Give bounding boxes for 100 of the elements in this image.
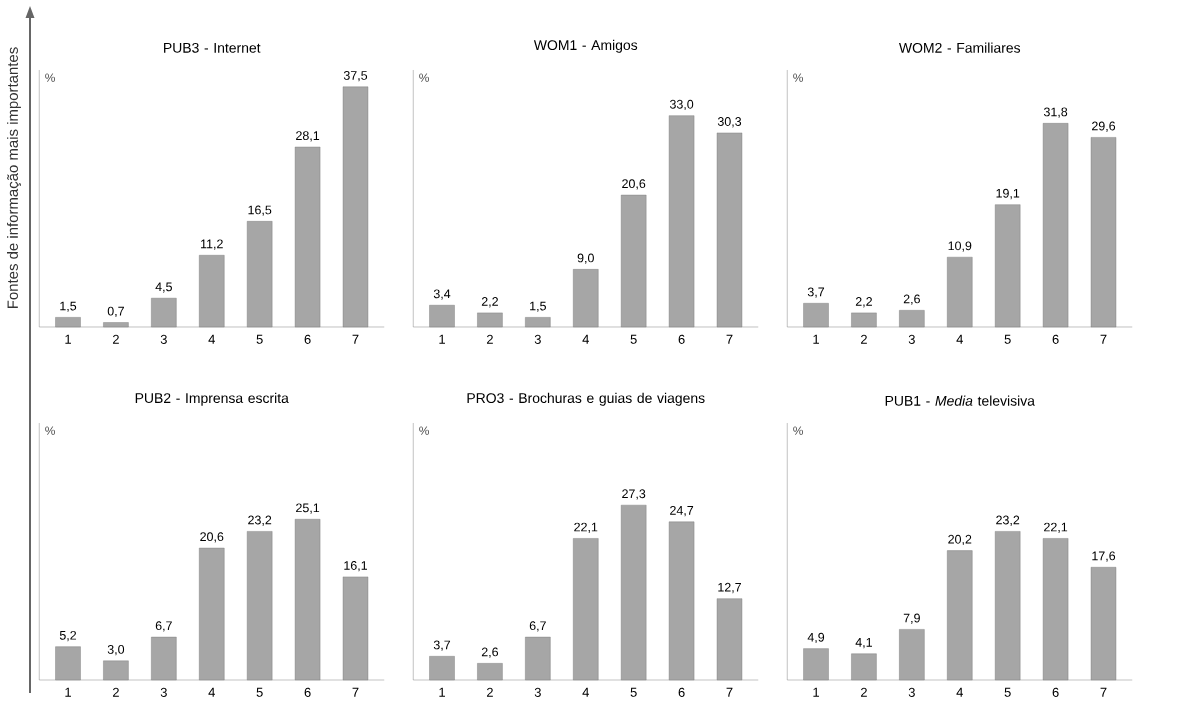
- bar: [947, 256, 973, 328]
- x-tick-label: 3: [908, 687, 915, 697]
- x-tick-label: 3: [160, 334, 167, 344]
- chart-title: WOM2 - Familiares: [898, 42, 1021, 53]
- chart-title: WOM1 - Amigos: [533, 39, 638, 53]
- data-label: 24,7: [670, 505, 694, 517]
- bar: [994, 531, 1021, 681]
- bar: [199, 255, 225, 328]
- data-label: 2,2: [481, 297, 498, 308]
- data-label: 1,5: [530, 301, 546, 312]
- x-tick-label: 2: [112, 334, 119, 344]
- bar: [199, 547, 225, 681]
- bar: [1042, 538, 1069, 681]
- x-tick-label: 6: [304, 687, 311, 697]
- bar: [429, 656, 455, 681]
- data-label: 2,6: [903, 294, 920, 305]
- bar: [477, 312, 503, 328]
- x-tick-label: 2: [112, 687, 119, 697]
- bar: [668, 115, 695, 328]
- bar: [994, 204, 1021, 328]
- x-tick-label: 5: [1004, 334, 1011, 344]
- bar: [803, 648, 829, 681]
- data-label: 4,9: [807, 632, 825, 644]
- x-tick-label: 5: [256, 687, 263, 697]
- data-label: 12,7: [718, 582, 741, 594]
- bar: [1090, 137, 1117, 328]
- data-label: 0,7: [107, 306, 124, 317]
- chart-title: PRO3 - Brochuras e guias de viagens: [467, 392, 705, 406]
- x-tick-label: 1: [813, 687, 819, 697]
- x-tick-label: 2: [486, 334, 493, 344]
- data-label: 25,1: [296, 503, 320, 514]
- chart-title: PUB1 - Media televisiva: [885, 395, 1035, 406]
- bar: [803, 303, 829, 328]
- data-label: 22,1: [1044, 522, 1068, 533]
- bar: [716, 598, 743, 681]
- data-label: 16,1: [344, 561, 367, 572]
- x-tick-label: 2: [486, 687, 493, 697]
- bar: [899, 310, 925, 328]
- data-label: 20,6: [200, 532, 224, 543]
- x-tick-label: 3: [908, 334, 915, 344]
- bar: [342, 86, 369, 328]
- data-label: 6,7: [529, 621, 546, 632]
- x-tick-label: 7: [352, 334, 359, 344]
- data-label: 5,2: [59, 630, 77, 642]
- data-label: 10,9: [948, 241, 972, 252]
- x-tick-label: 7: [352, 687, 359, 697]
- data-label: 19,1: [996, 188, 1020, 200]
- bar: [103, 660, 129, 681]
- x-tick-label: 2: [860, 687, 867, 697]
- data-label: 30,3: [717, 117, 742, 128]
- bar: [103, 322, 129, 328]
- y-axis-title: %: [793, 73, 803, 82]
- x-tick-label: 2: [860, 334, 867, 344]
- y-axis-title: %: [793, 426, 803, 435]
- data-label: 31,8: [1043, 107, 1068, 118]
- bar: [151, 636, 177, 681]
- x-tick-label: 7: [1100, 334, 1107, 344]
- data-label: 27,3: [622, 489, 646, 500]
- x-tick-label: 6: [1052, 687, 1059, 697]
- data-label: 37,5: [343, 71, 368, 82]
- x-tick-label: 4: [956, 687, 963, 697]
- x-tick-label: 1: [439, 334, 445, 344]
- data-label: 20,6: [622, 179, 646, 190]
- bar: [294, 146, 321, 328]
- data-label: 20,2: [948, 534, 972, 546]
- bar: [851, 653, 877, 681]
- x-tick-label: 1: [65, 687, 71, 697]
- data-label: 6,7: [155, 621, 172, 632]
- x-tick-label: 1: [65, 334, 71, 344]
- bar: [342, 576, 369, 681]
- x-tick-label: 7: [1100, 687, 1107, 697]
- bar: [620, 194, 647, 328]
- data-label: 3,7: [433, 640, 451, 651]
- bar: [246, 221, 273, 328]
- bar: [573, 538, 599, 681]
- x-tick-label: 6: [678, 687, 685, 697]
- data-label: 17,6: [1092, 551, 1116, 562]
- data-label: 7,9: [903, 613, 920, 624]
- data-label: 29,6: [1092, 121, 1116, 132]
- x-tick-label: 6: [678, 334, 685, 344]
- x-tick-label: 4: [582, 334, 589, 344]
- bar: [525, 317, 551, 328]
- bar: [573, 269, 599, 328]
- data-label: 4,5: [155, 282, 172, 293]
- data-label: 9,0: [577, 253, 594, 264]
- bar: [1042, 123, 1069, 328]
- data-label: 2,6: [481, 647, 499, 658]
- bar: [55, 317, 81, 328]
- data-label: 11,2: [201, 239, 223, 250]
- data-label: 3,4: [433, 289, 451, 300]
- x-tick-label: 4: [208, 687, 215, 697]
- bar: [947, 550, 973, 681]
- x-tick-label: 5: [1004, 687, 1011, 697]
- y-axis-title: %: [45, 426, 55, 435]
- x-tick-label: 3: [160, 687, 167, 697]
- x-tick-label: 6: [1052, 334, 1059, 344]
- bar: [1090, 567, 1117, 681]
- data-label: 3,7: [807, 287, 825, 298]
- bar: [525, 636, 551, 681]
- data-label: 23,2: [996, 515, 1020, 526]
